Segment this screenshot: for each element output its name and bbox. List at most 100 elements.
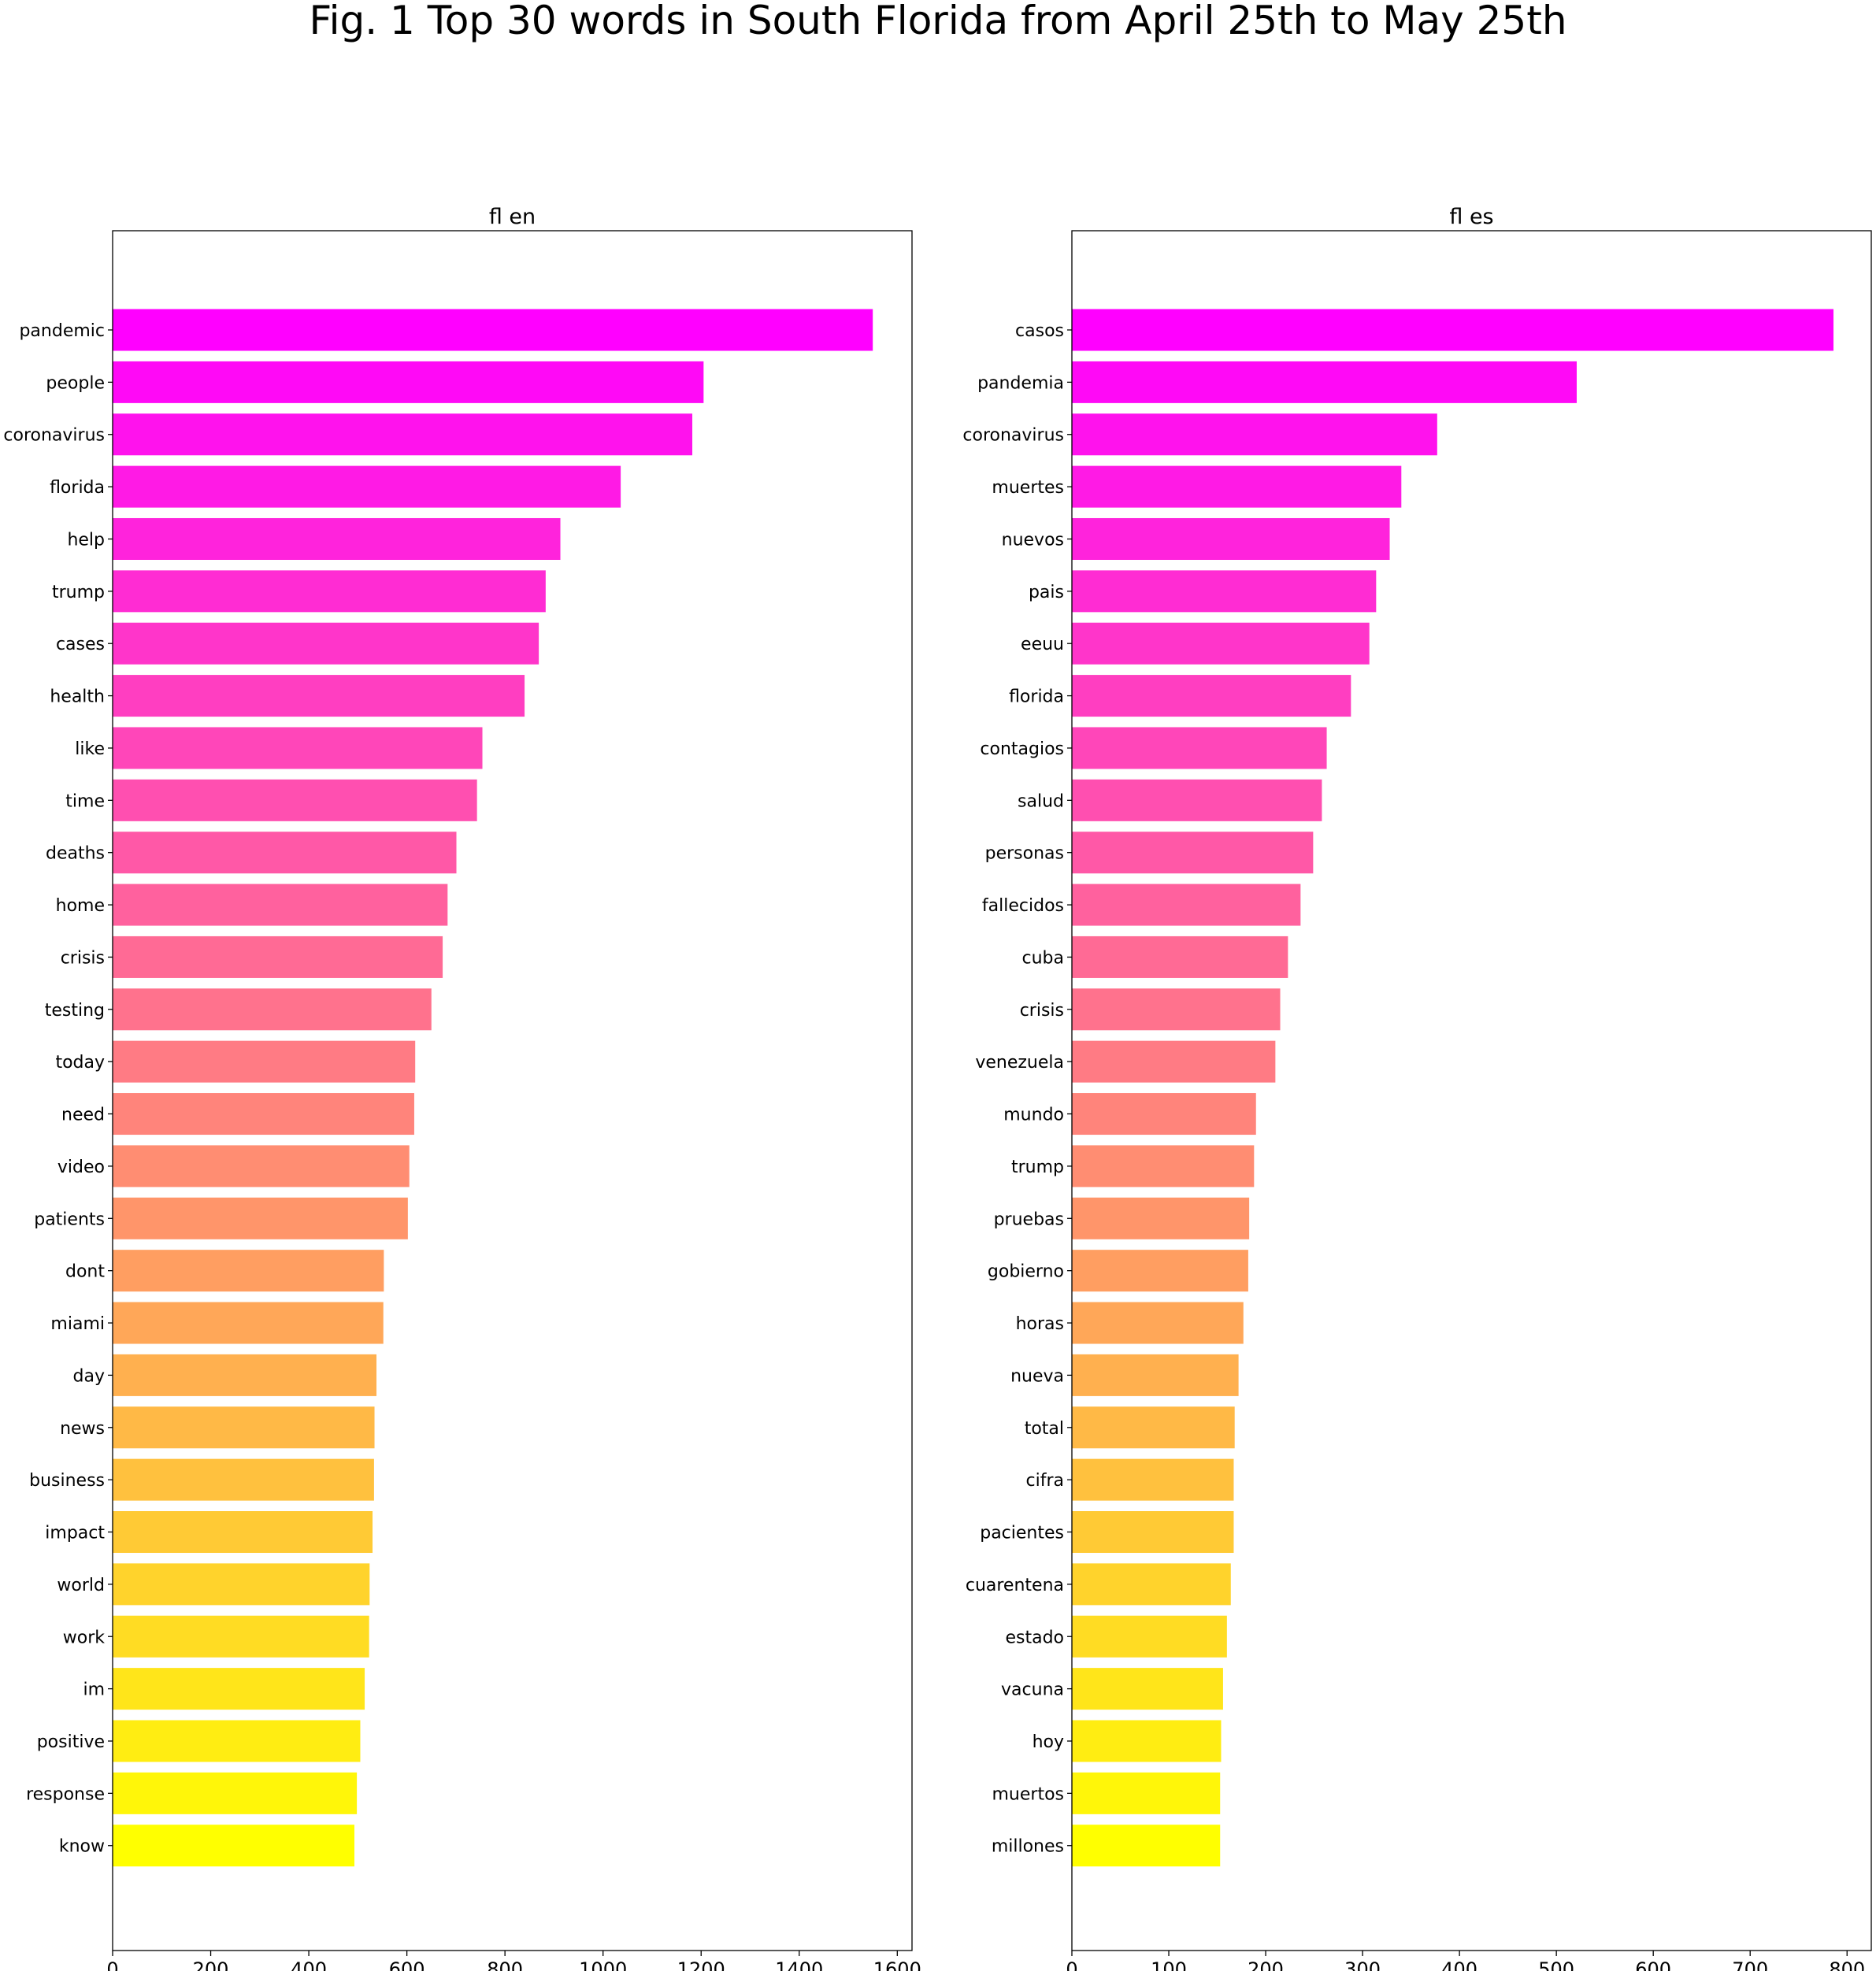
y-tick-label: testing [45,1001,105,1021]
y-tick-label: day [73,1366,105,1386]
y-tick-label: hoy [1033,1732,1064,1752]
y-tick-label: fallecidos [982,896,1064,916]
bar-nueva [1072,1354,1239,1396]
y-tick-label: response [26,1784,105,1804]
bar-day [113,1354,377,1396]
y-tick-label: coronavirus [3,426,105,446]
bar-coronavirus [1072,413,1437,456]
bar-casos [1072,309,1834,351]
bar-trump [113,570,546,613]
bar-dont [113,1250,384,1292]
y-tick-label: eeuu [1021,635,1064,654]
y-tick-label: need [61,1106,105,1125]
bar-cifra [1072,1458,1234,1501]
bar-news [113,1406,375,1449]
bar-deaths [113,832,457,874]
y-tick-label: muertos [992,1784,1064,1804]
y-tick-label: today [55,1053,105,1073]
x-tick-label: 400 [291,1958,327,1971]
x-tick-label: 1400 [775,1958,823,1971]
bar-pacientes [1072,1511,1234,1554]
y-tick-label: crisis [1020,1001,1064,1021]
bar-cases [113,622,539,665]
x-tick-label: 700 [1732,1958,1768,1971]
bar-fallecidos [1072,884,1301,926]
y-tick-label: horas [1016,1314,1064,1334]
y-tick-label: dont [65,1262,105,1282]
y-tick-label: nuevos [1002,530,1064,550]
x-tick-label: 0 [1066,1958,1077,1971]
y-tick-label: cuba [1022,948,1065,968]
y-tick-label: personas [985,844,1064,864]
bar-people [113,361,704,403]
y-tick-label: gobierno [988,1262,1064,1282]
y-tick-label: work [63,1628,105,1647]
y-tick-label: florida [50,478,105,498]
y-tick-label: cuarentena [966,1576,1064,1595]
y-tick-label: crisis [61,948,105,968]
y-tick-label: salud [1018,791,1064,811]
y-tick-label: home [56,896,105,916]
y-tick-label: pruebas [994,1210,1064,1229]
bar-help [113,517,561,560]
y-tick-label: know [59,1837,105,1857]
plot-frame [1071,230,1872,1951]
bar-response [113,1772,358,1814]
bar-pandemia [1072,361,1577,403]
y-tick-label: pandemia [977,373,1064,393]
y-tick-label: cifra [1026,1471,1064,1491]
bar-home [113,884,448,926]
bar-video [113,1145,410,1187]
y-tick-label: coronavirus [962,426,1064,446]
y-tick-label: cases [56,635,105,654]
panel-fl-en: fl en pandemic people coronavirus florida hel… [3,205,921,1971]
bar-pais [1072,570,1377,613]
y-tick-label: total [1025,1419,1064,1439]
x-tick-label: 200 [193,1958,229,1971]
y-tick-label: venezuela [975,1053,1064,1073]
y-tick-label: patients [34,1210,105,1229]
bar-need [113,1093,414,1136]
bar-horas [1072,1302,1244,1344]
bar-today [113,1040,416,1083]
y-tick-label: impact [45,1524,105,1543]
x-tick-label: 100 [1151,1958,1187,1971]
bar-work [113,1615,369,1658]
bar-cuba [1072,935,1288,978]
bar-eeuu [1072,622,1370,665]
bar-venezuela [1072,1040,1276,1083]
bar-personas [1072,832,1314,874]
y-tick-label: florida [1009,687,1064,707]
bar-florida [1072,675,1351,717]
y-tick-label: muertes [992,478,1064,498]
bar-time [113,779,477,821]
bar-crisis [113,935,443,978]
x-tick-label: 1000 [579,1958,627,1971]
panel-title: fl en [489,205,536,229]
y-tick-label: pais [1029,583,1064,602]
y-tick-label: world [57,1576,105,1595]
bar-know [113,1825,354,1867]
bar-total [1072,1406,1235,1449]
x-tick-label: 800 [487,1958,523,1971]
y-tick-label: estado [1005,1628,1064,1647]
x-tick-label: 0 [106,1958,118,1971]
x-tick-label: 300 [1344,1958,1381,1971]
plot-frame [112,230,913,1951]
x-tick-label: 200 [1248,1958,1284,1971]
bar-muertos [1072,1772,1221,1814]
y-tick-label: news [60,1419,105,1439]
bar-hoy [1072,1720,1222,1762]
bar-im [113,1668,365,1710]
y-tick-label: deaths [46,844,105,864]
bar-cuarentena [1072,1563,1231,1606]
bar-like [113,727,483,769]
bar-crisis [1072,988,1281,1031]
y-tick-label: im [83,1680,105,1700]
y-tick-label: people [46,373,105,393]
y-tick-label: time [65,791,105,811]
y-tick-label: miami [50,1314,105,1334]
bar-health [113,675,525,717]
bar-positive [113,1720,361,1762]
bar-millones [1072,1825,1221,1867]
